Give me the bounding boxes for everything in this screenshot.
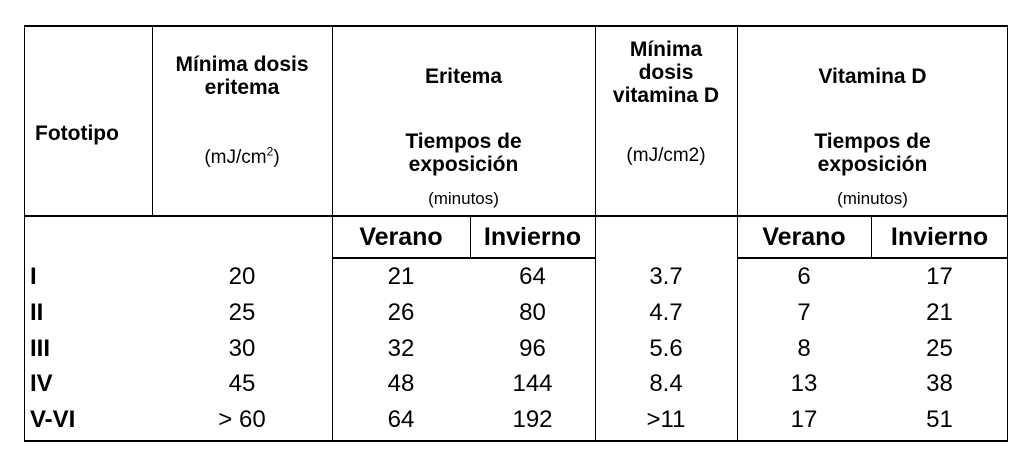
subheader-eritema-verano: Verano bbox=[359, 223, 443, 251]
table-row-1-vd-verano: 6 bbox=[797, 263, 811, 290]
header-mdvd-line-1: Mínima bbox=[629, 38, 703, 61]
header-fototipo: Fototipo bbox=[35, 122, 119, 145]
table-row-4-er-invierno: 144 bbox=[512, 370, 553, 397]
header-eritema-sub-line-1: Tiempos de bbox=[405, 130, 522, 153]
header-eritema-sub-line-2: exposición bbox=[408, 153, 519, 176]
table-row-1-er-invierno: 64 bbox=[519, 263, 546, 290]
header-med-unit-base: (mJ/cm bbox=[204, 147, 267, 168]
rule-col-3 bbox=[595, 25, 596, 442]
table-row-5-er-invierno: 192 bbox=[512, 406, 553, 433]
rule-vitd-mid bbox=[871, 215, 872, 257]
header-med-unit-sup: 2 bbox=[266, 144, 274, 159]
table-row-5-med: > 60 bbox=[218, 406, 266, 433]
table-row-2-er-verano: 26 bbox=[387, 299, 415, 326]
table-row-4-mdvd: 8.4 bbox=[649, 370, 683, 397]
table-row-3-vd-invierno: 25 bbox=[926, 335, 953, 362]
header-mdvd-line-3: vitamina D bbox=[612, 84, 720, 107]
header-mdvd-unit: (mJ/cm2) bbox=[626, 145, 706, 166]
header-mdvd-title: Mínima dosis vitamina D bbox=[595, 38, 737, 107]
rule-top bbox=[24, 25, 1008, 27]
rule-right bbox=[1007, 25, 1008, 442]
header-eritema-title: Eritema bbox=[424, 65, 503, 88]
fototipo-table: Fototipo Mínima dosis eritema (mJ/cm2) E… bbox=[24, 25, 1008, 442]
header-eritema-sub: Tiempos de exposición bbox=[332, 130, 595, 176]
table-row-1-med: 20 bbox=[228, 263, 256, 290]
rule-subheader-eritema bbox=[332, 257, 595, 259]
rule-bottom bbox=[24, 440, 1008, 442]
table-row-2-fototipo: II bbox=[30, 299, 44, 326]
header-med-line-2: eritema bbox=[204, 76, 280, 99]
table-row-5-mdvd: >11 bbox=[646, 406, 686, 433]
table-row-4-fototipo: IV bbox=[30, 370, 53, 397]
header-vitd-sub-line-1: Tiempos de bbox=[814, 130, 931, 153]
header-mdvd-line-2: dosis bbox=[638, 61, 694, 84]
table-row-2-mdvd: 4.7 bbox=[649, 299, 683, 326]
table-row-4-er-verano: 48 bbox=[387, 370, 415, 397]
subheader-eritema-invierno: Invierno bbox=[483, 223, 582, 251]
table-row-2-er-invierno: 80 bbox=[519, 299, 546, 326]
header-med-title: Mínima dosis eritema bbox=[152, 53, 332, 99]
rule-col-2 bbox=[332, 25, 333, 442]
rule-eritema-mid bbox=[470, 215, 471, 257]
table-row-3-er-verano: 32 bbox=[387, 335, 415, 362]
table-row-2-med: 25 bbox=[228, 299, 256, 326]
rule-left bbox=[24, 25, 25, 442]
rule-subheader-vitd bbox=[737, 257, 1008, 259]
header-med-line-1: Mínima dosis bbox=[175, 53, 309, 76]
subheader-vitd-invierno: Invierno bbox=[890, 223, 989, 251]
table-row-2-vd-verano: 7 bbox=[797, 299, 811, 326]
table-row-1-fototipo: I bbox=[30, 263, 37, 290]
table-row-2-vd-invierno: 21 bbox=[926, 299, 953, 326]
header-vitd-sub: Tiempos de exposición bbox=[737, 130, 1008, 176]
table-row-1-vd-invierno: 17 bbox=[926, 263, 953, 290]
table-row-4-vd-invierno: 38 bbox=[926, 370, 953, 397]
header-vitd-minutes: (minutos) bbox=[837, 189, 908, 208]
subheader-vitd-verano: Verano bbox=[762, 223, 846, 251]
table-row-5-vd-verano: 17 bbox=[790, 406, 818, 433]
table-row-3-mdvd: 5.6 bbox=[649, 335, 683, 362]
table-row-3-er-invierno: 96 bbox=[519, 335, 546, 362]
table-row-1-er-verano: 21 bbox=[387, 263, 415, 290]
rule-col-1 bbox=[152, 25, 153, 215]
header-vitd-sub-line-2: exposición bbox=[817, 153, 928, 176]
table-row-3-fototipo: III bbox=[30, 335, 51, 362]
table-row-4-med: 45 bbox=[228, 370, 256, 397]
table-row-3-med: 30 bbox=[228, 335, 256, 362]
table-row-4-vd-verano: 13 bbox=[790, 370, 818, 397]
rule-header-bottom bbox=[24, 215, 1008, 217]
table-row-3-vd-verano: 8 bbox=[797, 335, 811, 362]
table-row-5-vd-invierno: 51 bbox=[926, 406, 953, 433]
header-eritema-minutes: (minutos) bbox=[428, 189, 499, 208]
table-row-1-mdvd: 3.7 bbox=[649, 263, 683, 290]
rule-col-4 bbox=[737, 25, 738, 442]
table-row-5-er-verano: 64 bbox=[387, 406, 415, 433]
header-med-unit-end: ) bbox=[273, 147, 280, 168]
table-row-5-fototipo: V-VI bbox=[30, 406, 76, 433]
header-vitd-title: Vitamina D bbox=[818, 65, 927, 88]
header-med-unit: (mJ/cm2) bbox=[152, 144, 332, 169]
